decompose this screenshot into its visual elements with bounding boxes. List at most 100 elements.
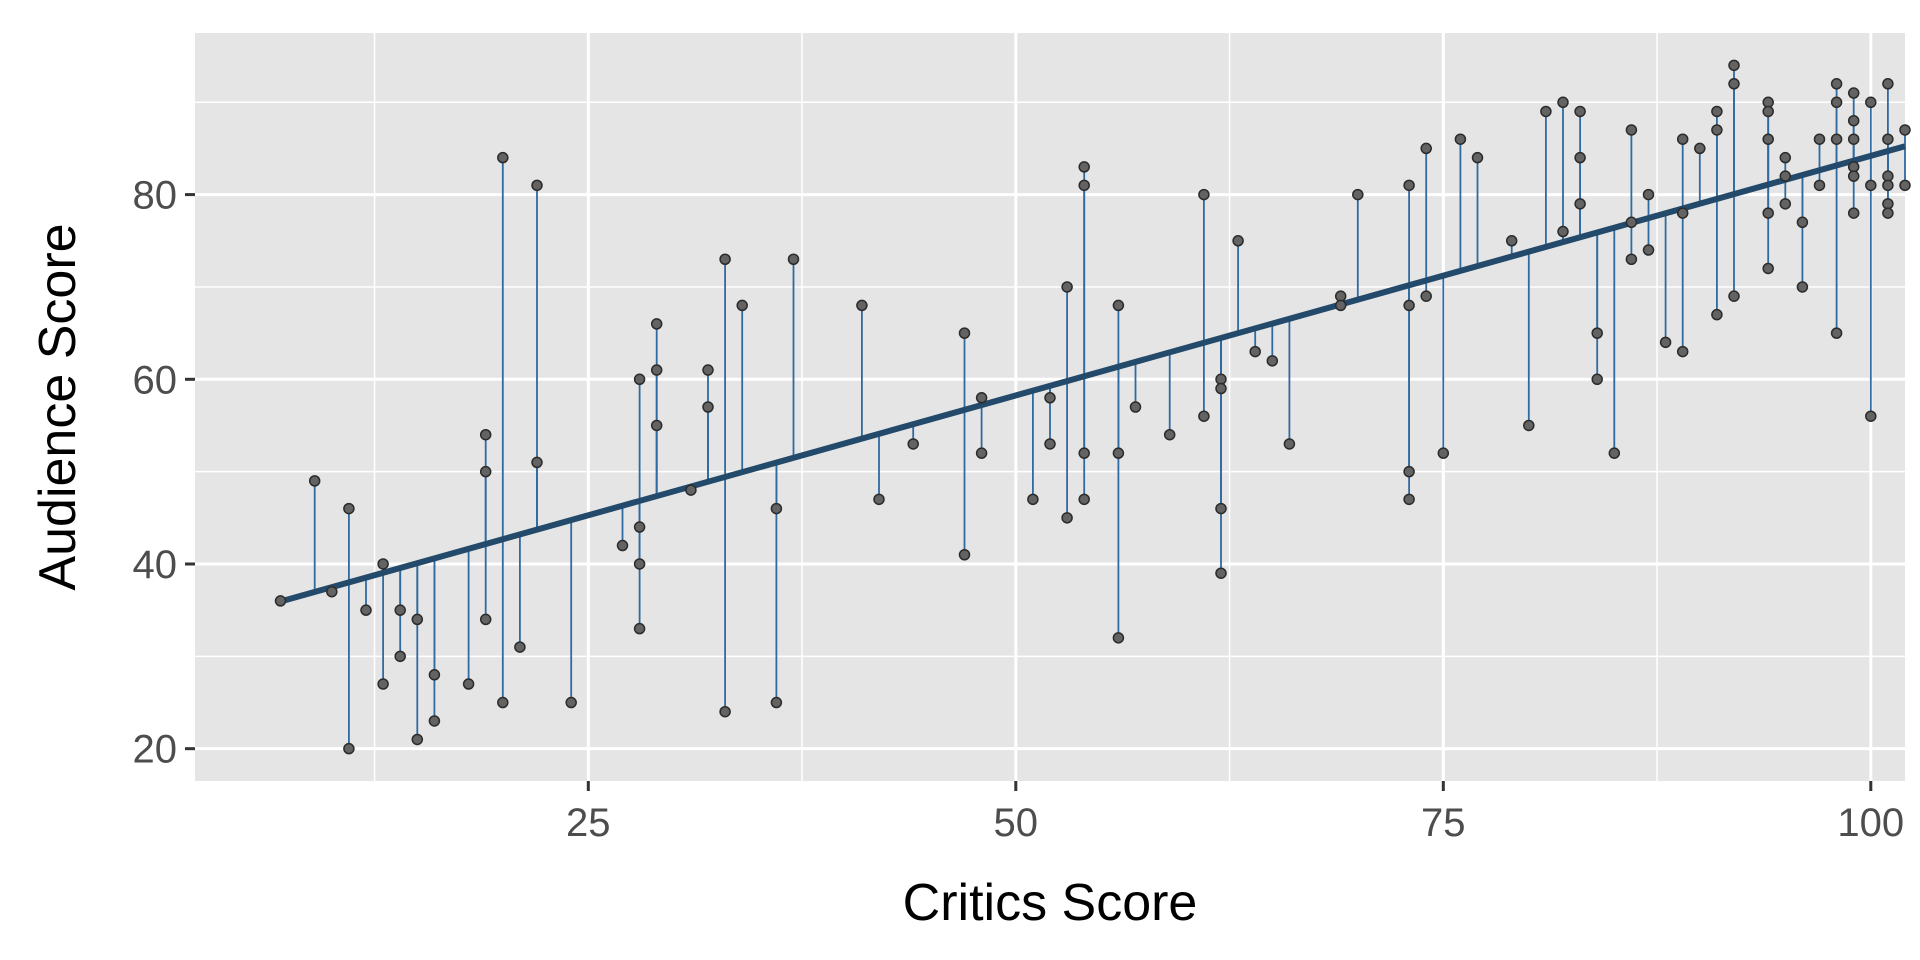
data-point: [531, 456, 543, 469]
data-point: [1882, 78, 1894, 90]
data-point: [1865, 410, 1877, 422]
data-point: [565, 696, 577, 709]
data-point: [1420, 142, 1432, 155]
data-point: [1711, 308, 1723, 321]
data-point: [1027, 493, 1039, 506]
data-point: [1830, 96, 1843, 109]
data-point: [360, 604, 372, 616]
data-point: [1711, 124, 1723, 136]
data-point: [958, 549, 971, 561]
data-point: [702, 364, 714, 376]
data-point: [1796, 216, 1809, 229]
data-point: [1813, 179, 1826, 192]
data-point: [1779, 170, 1792, 182]
data-point: [1403, 299, 1415, 312]
data-point: [856, 299, 868, 312]
data-point: [1625, 253, 1638, 265]
data-point: [907, 438, 919, 450]
data-point: [1437, 447, 1450, 459]
data-point: [1728, 59, 1740, 72]
data-point: [1163, 428, 1176, 441]
data-point: [428, 669, 441, 681]
data-point: [377, 558, 389, 570]
data-point: [1215, 382, 1227, 395]
data-point: [1762, 207, 1774, 219]
data-point: [343, 742, 355, 755]
data-point: [650, 419, 663, 432]
data-point: [1865, 96, 1877, 109]
y-axis-title: Audience Score: [29, 223, 87, 590]
data-point: [1642, 244, 1655, 256]
data-point: [1403, 465, 1415, 478]
data-point: [1574, 198, 1586, 210]
y-tick-label: 40: [133, 543, 178, 587]
data-point: [1044, 438, 1056, 450]
data-point: [685, 484, 697, 496]
data-point: [1061, 281, 1073, 293]
data-point: [428, 715, 441, 727]
data-point: [1830, 78, 1843, 90]
x-tick-label: 50: [994, 801, 1039, 845]
x-axis: 25 50 75 100: [566, 781, 1904, 845]
data-point: [497, 151, 509, 164]
data-point: [1762, 262, 1774, 275]
data-point: [1625, 124, 1638, 136]
data-point: [497, 696, 509, 709]
data-point: [1847, 114, 1860, 127]
data-point: [1830, 327, 1843, 339]
data-point: [1659, 336, 1672, 349]
data-point: [1403, 493, 1415, 506]
data-point: [1061, 512, 1073, 524]
data-point: [479, 428, 492, 441]
data-point: [1830, 133, 1843, 145]
data-point: [1198, 188, 1210, 201]
data-point: [787, 253, 800, 265]
data-point: [633, 558, 646, 570]
data-point: [616, 539, 629, 552]
y-tick-label: 60: [133, 358, 178, 402]
data-point: [1523, 419, 1535, 432]
data-point: [1574, 105, 1586, 118]
data-point: [1215, 502, 1227, 515]
data-point: [1813, 133, 1826, 145]
data-point: [1711, 105, 1723, 118]
data-point: [1403, 179, 1415, 192]
data-point: [1112, 632, 1125, 644]
data-point: [1899, 179, 1911, 192]
data-point: [1728, 290, 1740, 302]
grid-minor: [195, 33, 1905, 781]
y-tick-label: 20: [133, 728, 178, 772]
data-point: [1352, 188, 1364, 201]
data-point: [975, 392, 988, 404]
data-point: [343, 502, 355, 515]
data-point: [1129, 401, 1142, 413]
data-point: [1847, 170, 1860, 182]
data-point: [462, 678, 475, 690]
data-point: [1266, 355, 1279, 367]
data-point: [1694, 142, 1706, 155]
data-point: [394, 604, 406, 616]
data-point: [1728, 78, 1740, 90]
data-point: [633, 622, 646, 635]
data-point: [1591, 327, 1603, 339]
data-point: [1779, 198, 1792, 210]
y-axis: 20 40 60 80: [133, 174, 195, 772]
data-point: [633, 373, 646, 386]
data-point: [1249, 345, 1261, 358]
data-point: [650, 364, 663, 376]
data-point: [1574, 151, 1586, 164]
residual-lines: [279, 65, 1906, 749]
data-point: [1591, 373, 1603, 386]
data-point: [479, 613, 492, 626]
data-point: [1779, 151, 1792, 164]
data-point: [1762, 105, 1774, 118]
data-point: [1762, 133, 1774, 145]
data-point: [1557, 225, 1569, 238]
data-point: [1044, 392, 1056, 404]
data-point: [1676, 345, 1689, 358]
data-point: [1454, 133, 1467, 145]
data-point: [719, 253, 731, 265]
x-tick-label: 100: [1837, 801, 1904, 845]
data-points: [274, 59, 1911, 755]
data-point: [1882, 207, 1894, 219]
